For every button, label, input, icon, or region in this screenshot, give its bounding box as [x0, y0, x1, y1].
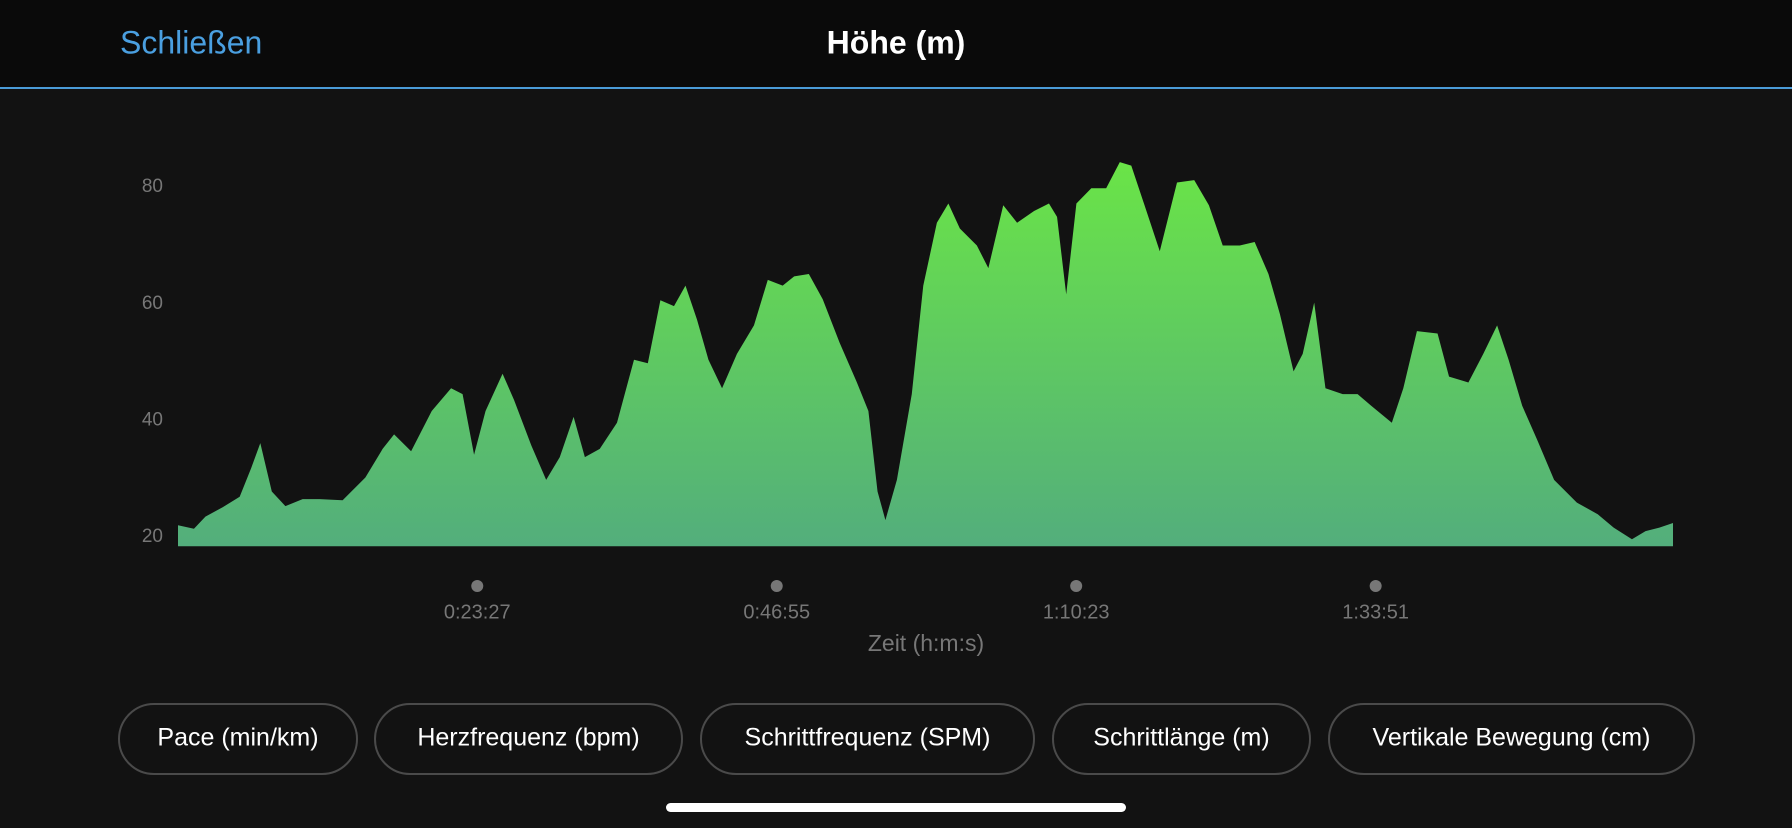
y-tick-label: 80 [142, 176, 163, 197]
x-tick-label: 1:33:51 [1342, 601, 1409, 623]
metric-button[interactable] [1328, 703, 1695, 775]
metric-button-label[interactable]: Vertikale Bewegung (cm) [1373, 724, 1651, 752]
metric-button[interactable] [118, 703, 358, 775]
header [0, 0, 1792, 88]
close-button[interactable]: Schließen [120, 24, 262, 60]
metric-button[interactable] [700, 703, 1035, 775]
title: Höhe (m) [827, 24, 966, 60]
x-tick-mark [471, 580, 484, 592]
metric-button-label[interactable]: Pace (min/km) [157, 724, 318, 752]
y-tick-label: 60 [142, 293, 163, 314]
metric-button-label[interactable]: Herzfrequenz (bpm) [417, 724, 639, 752]
x-tick-mark [770, 580, 783, 592]
x-tick-label: 0:23:27 [444, 601, 511, 623]
metric-button-label[interactable]: Schrittfrequenz (SPM) [745, 724, 991, 752]
y-tick-label: 20 [142, 526, 163, 547]
x-tick-mark [1369, 580, 1382, 592]
home-indicator [666, 803, 1126, 812]
x-tick-mark [1070, 580, 1083, 592]
metric-button[interactable] [1052, 703, 1311, 775]
x-tick-label: 0:46:55 [743, 601, 810, 623]
x-axis-label: Zeit (h:m:s) [868, 630, 984, 656]
metric-button[interactable] [374, 703, 683, 775]
x-tick-label: 1:10:23 [1043, 601, 1110, 623]
metric-button-label[interactable]: Schrittlänge (m) [1093, 724, 1269, 752]
altitude-area [178, 162, 1673, 547]
y-tick-label: 40 [142, 409, 163, 430]
